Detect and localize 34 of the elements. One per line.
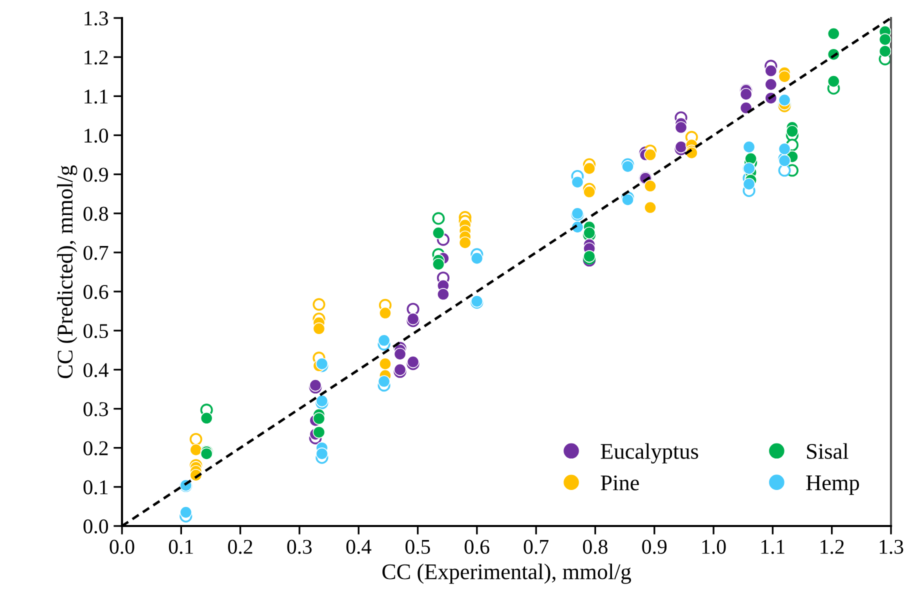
x-axis-title: CC (Experimental), mmol/g [382, 564, 632, 584]
y-tick-label: 0.4 [84, 363, 108, 378]
legend-label: Eucalyptus [600, 443, 698, 464]
x-tick-label: 0.6 [464, 540, 490, 554]
legend-label: Pine [600, 475, 639, 490]
y-tick-label: 0.5 [84, 324, 108, 338]
y-tick-label: 0.1 [84, 480, 108, 494]
x-tick-label: 0.1 [168, 540, 193, 554]
y-tick-label: 0.9 [84, 168, 108, 182]
y-tick-label: 1.0 [84, 128, 108, 143]
x-tick-label: 1.3 [880, 540, 904, 554]
y-tick-label: 1.2 [84, 50, 108, 65]
x-tick-label: 0.0 [110, 540, 134, 554]
legend-label: Hemp [806, 476, 860, 495]
y-tick-label: 1.3 [84, 11, 108, 26]
x-tick-label: 0.7 [524, 540, 548, 554]
y-axis-title: CC (Predicted), mmol/g [56, 165, 78, 378]
y-tick-label: 0.3 [84, 402, 108, 416]
x-tick-label: 0.5 [406, 540, 430, 554]
y-tick-label: 0.2 [84, 441, 108, 456]
x-tick-label: 1.0 [702, 540, 726, 554]
x-tick-label: 0.8 [583, 540, 608, 554]
y-tick-label: 1.1 [84, 90, 108, 104]
x-tick-label: 0.9 [642, 540, 667, 554]
x-tick-label: 0.2 [228, 540, 252, 554]
y-tick-label: 0.0 [84, 519, 108, 534]
y-tick-label: 0.7 [84, 246, 108, 260]
y-tick-label: 0.6 [84, 284, 108, 300]
y-tick-label: 0.8 [84, 206, 108, 221]
x-tick-label: 1.2 [820, 540, 844, 554]
legend-label: Sisal [807, 443, 848, 459]
x-tick-label: 1.1 [762, 540, 784, 554]
x-tick-label: 0.4 [346, 540, 372, 554]
x-tick-label: 0.3 [287, 540, 312, 554]
